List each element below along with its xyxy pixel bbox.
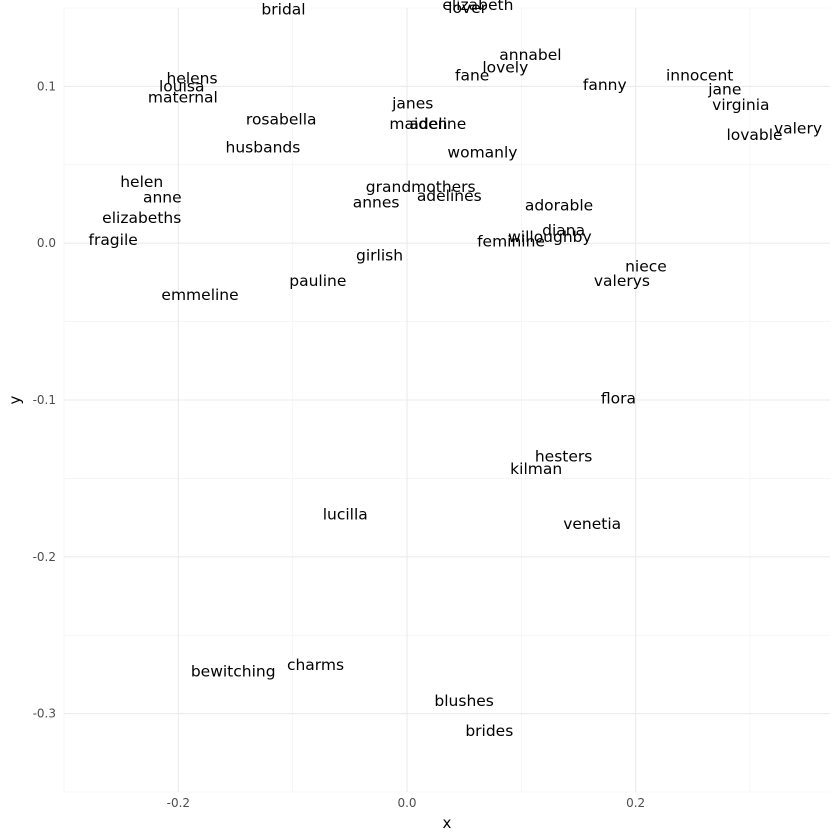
point-label: janes: [391, 95, 433, 113]
y-axis-ticks: -0.3 -0.2 -0.1 0.0 0.1: [33, 79, 56, 720]
point-label: brides: [465, 722, 513, 740]
point-label: elizabeth: [442, 0, 513, 14]
point-label: helen: [120, 173, 163, 191]
y-tick-label: 0.1: [37, 79, 56, 93]
point-label: pauline: [289, 272, 346, 290]
point-label: bridal: [261, 1, 305, 19]
point-label: bewitching: [191, 662, 276, 680]
point-label: annes: [353, 193, 400, 211]
x-axis-ticks: -0.2 0.0 0.2: [167, 796, 646, 810]
point-label: feminine: [477, 233, 545, 251]
point-label: hesters: [535, 447, 593, 465]
point-label: fragile: [88, 231, 137, 249]
point-label: innocent: [666, 66, 733, 84]
point-label: fanny: [583, 76, 627, 94]
point-label: husbands: [226, 139, 301, 157]
point-label: anne: [143, 189, 182, 207]
y-tick-label: -0.1: [33, 393, 56, 407]
x-tick-label: 0.0: [397, 796, 416, 810]
point-label: maiden: [389, 115, 447, 133]
point-label: adelines: [417, 187, 482, 205]
point-label: niece: [625, 258, 667, 276]
point-label: lover: [448, 0, 487, 17]
point-label: charms: [287, 656, 344, 674]
point-label: annabel: [499, 46, 561, 64]
point-label: womanly: [447, 143, 517, 161]
data-points: sexportmansbridalmistresslucyelizabethlo…: [88, 0, 822, 740]
point-label: emmeline: [161, 286, 238, 304]
y-axis-title: y: [6, 395, 24, 404]
point-label: willoughby: [508, 228, 592, 246]
point-label: fane: [455, 66, 489, 84]
point-label: lovable: [726, 126, 782, 144]
y-tick-label: 0.0: [37, 236, 56, 250]
point-label: maternal: [148, 88, 218, 106]
point-label: adorable: [525, 197, 593, 215]
grid-layer: [63, 7, 830, 793]
point-label: rosabella: [246, 110, 317, 128]
point-label: adeline: [409, 115, 466, 133]
point-label: helens: [166, 70, 217, 88]
point-label: kilman: [510, 460, 562, 478]
point-label: girlish: [356, 247, 403, 265]
point-label: lovely: [482, 59, 528, 77]
point-label: grandmothers: [366, 178, 476, 196]
point-label: venetia: [563, 515, 621, 533]
point-label: louisa: [159, 77, 205, 95]
point-label: lucilla: [323, 505, 368, 523]
point-label: jane: [707, 81, 741, 99]
x-tick-label: -0.2: [167, 796, 190, 810]
x-tick-label: 0.2: [626, 796, 645, 810]
point-label: flora: [601, 389, 636, 407]
point-label: blushes: [434, 692, 493, 710]
y-tick-label: -0.3: [33, 707, 56, 721]
x-axis-title: x: [443, 814, 452, 832]
y-tick-label: -0.2: [33, 550, 56, 564]
point-label: diana: [542, 222, 585, 240]
point-label: elizabeths: [102, 209, 181, 227]
point-label: virginia: [712, 96, 769, 114]
point-label: valery: [774, 120, 822, 138]
point-label: valerys: [594, 272, 650, 290]
